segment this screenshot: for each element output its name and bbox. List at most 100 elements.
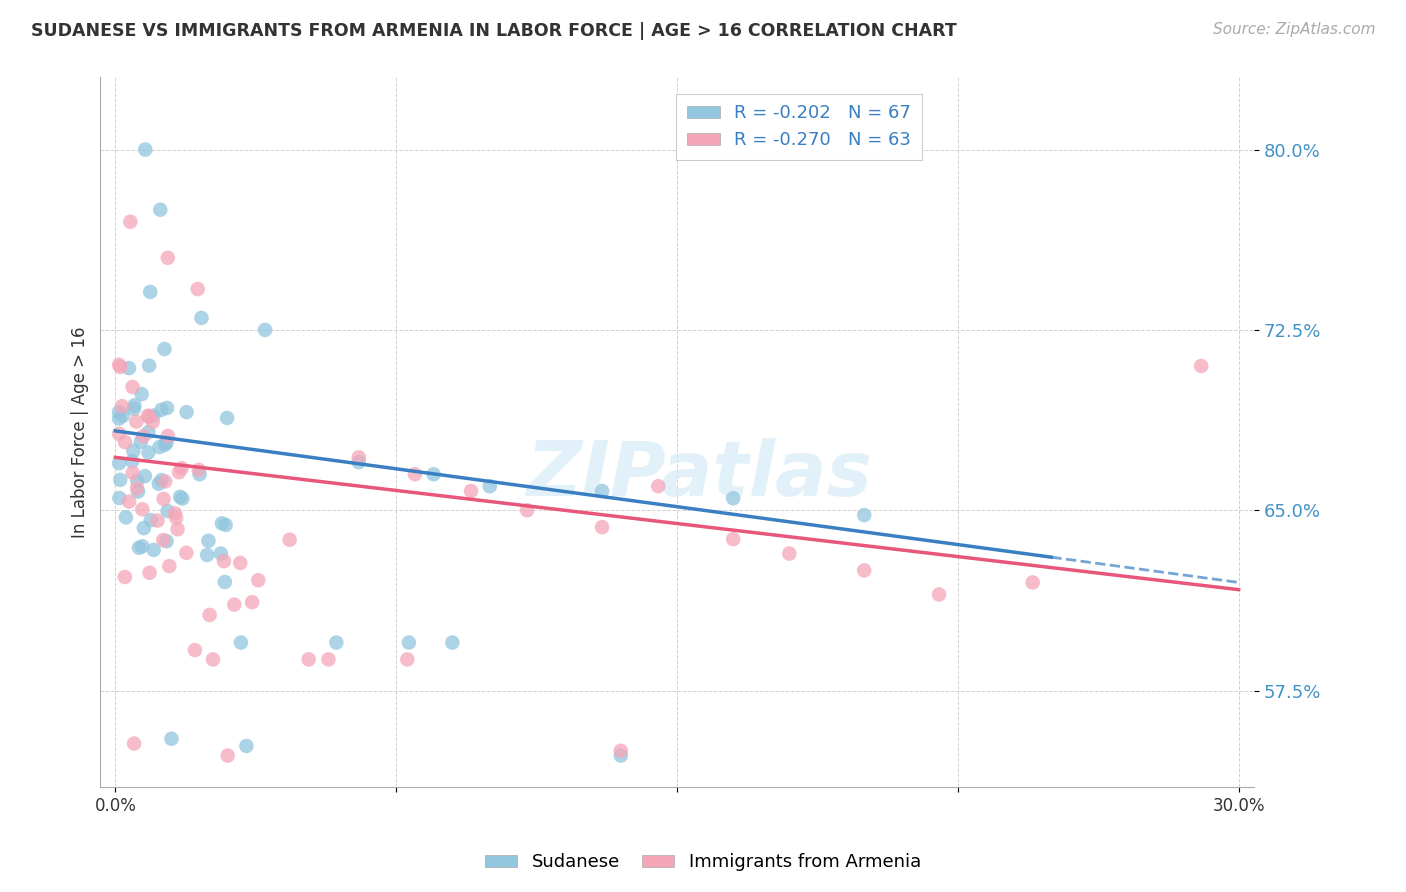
Point (721, 491, 744, 506)
Point (156, 251, 179, 265)
Point (142, 409, 165, 423)
Point (111, 399, 134, 413)
Point (155, 435, 177, 450)
Point (114, 435, 136, 450)
Point (278, 533, 301, 547)
Point (928, 587, 950, 601)
Point (148, 476, 170, 491)
Point (122, 443, 145, 458)
Point (591, 520, 613, 534)
Point (224, 598, 246, 612)
Point (139, 285, 162, 299)
Point (217, 411, 239, 425)
Point (108, 456, 131, 470)
Legend: R = -0.202   N = 67, R = -0.270   N = 63: R = -0.202 N = 67, R = -0.270 N = 63 (676, 94, 922, 161)
Point (114, 570, 136, 584)
Point (190, 310, 212, 325)
Point (247, 574, 270, 588)
Point (160, 731, 183, 746)
Point (1021, 575, 1043, 590)
Point (118, 494, 141, 508)
Point (153, 342, 176, 356)
Point (229, 556, 252, 570)
Point (170, 461, 193, 475)
Point (441, 635, 464, 649)
Point (298, 652, 321, 666)
Point (124, 398, 146, 412)
Point (853, 563, 876, 577)
Point (201, 652, 224, 666)
Point (404, 467, 426, 482)
Point (318, 652, 340, 666)
Point (138, 566, 160, 580)
Text: Source: ZipAtlas.com: Source: ZipAtlas.com (1212, 22, 1375, 37)
Point (647, 479, 669, 493)
Point (142, 415, 165, 429)
Point (128, 541, 150, 555)
Point (108, 405, 131, 419)
Point (118, 361, 141, 376)
Point (110, 473, 132, 487)
Point (235, 739, 257, 753)
Point (115, 510, 138, 524)
Point (610, 748, 633, 763)
Point (108, 491, 131, 505)
Point (153, 438, 176, 452)
Point (125, 481, 148, 495)
Point (121, 466, 143, 480)
Point (132, 521, 155, 535)
Point (778, 547, 800, 561)
Point (396, 652, 419, 666)
Point (422, 467, 444, 482)
Point (131, 539, 153, 553)
Point (134, 469, 156, 483)
Point (211, 516, 233, 531)
Point (214, 518, 236, 533)
Point (138, 409, 160, 424)
Point (156, 401, 179, 415)
Point (214, 574, 236, 589)
Point (146, 514, 169, 528)
Point (152, 491, 174, 506)
Point (142, 543, 165, 558)
Point (120, 215, 142, 229)
Point (198, 607, 221, 622)
Point (853, 508, 876, 522)
Text: SUDANESE VS IMMIGRANTS FROM ARMENIA IN LABOR FORCE | AGE > 16 CORRELATION CHART: SUDANESE VS IMMIGRANTS FROM ARMENIA IN L… (31, 22, 956, 40)
Point (217, 748, 239, 763)
Point (212, 554, 235, 568)
Point (139, 513, 162, 527)
Point (176, 405, 198, 419)
Point (195, 548, 218, 562)
Point (148, 440, 170, 454)
Point (347, 450, 370, 465)
Point (169, 490, 191, 504)
Point (121, 454, 143, 468)
Text: ZIPatlas: ZIPatlas (527, 438, 873, 512)
Point (138, 359, 160, 373)
Point (153, 475, 176, 489)
Point (110, 359, 132, 374)
Point (132, 429, 155, 443)
Legend: Sudanese, Immigrants from Armenia: Sudanese, Immigrants from Armenia (478, 847, 928, 879)
Point (138, 425, 160, 440)
Point (108, 411, 131, 425)
Point (478, 479, 501, 493)
Point (167, 465, 190, 479)
Point (516, 503, 538, 517)
Point (122, 401, 145, 416)
Point (163, 506, 186, 520)
Point (172, 491, 194, 506)
Point (721, 532, 744, 546)
Point (176, 546, 198, 560)
Point (127, 484, 149, 499)
Point (184, 643, 207, 657)
Point (136, 409, 159, 423)
Y-axis label: In Labor Force | Age > 16: In Labor Force | Age > 16 (72, 326, 89, 538)
Point (127, 474, 149, 488)
Point (460, 484, 482, 499)
Point (152, 533, 174, 548)
Point (166, 522, 188, 536)
Point (129, 434, 152, 449)
Point (187, 282, 209, 296)
